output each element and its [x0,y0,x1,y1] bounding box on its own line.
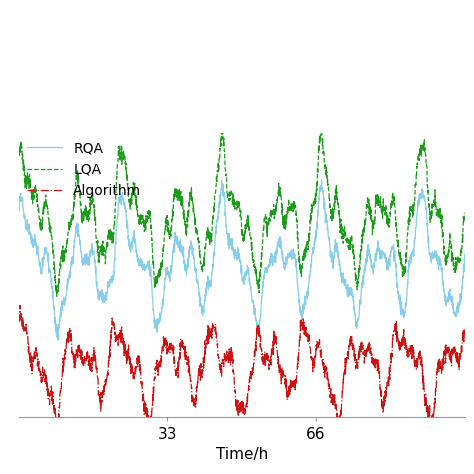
Algorithm [462,332,467,337]
RQA [462,252,467,257]
LQA [462,210,467,216]
Legend: RQA, LQA, Algorithm: RQA, LQA, Algorithm [22,136,147,204]
Algorithm [249,371,255,376]
RQA [319,180,324,185]
LQA [404,248,410,254]
LQA [219,126,224,131]
LQA [249,239,255,245]
X-axis label: Time/h: Time/h [216,447,268,463]
RQA [437,258,442,264]
RQA [249,293,255,299]
Algorithm [404,343,410,349]
LQA [54,293,60,299]
Line: RQA: RQA [19,180,465,340]
Algorithm [16,319,22,325]
Algorithm [319,354,324,360]
LQA [319,129,324,135]
RQA [55,337,61,343]
Algorithm [437,356,442,362]
Algorithm [191,400,197,405]
RQA [191,254,197,260]
LQA [20,157,26,163]
Line: LQA: LQA [19,128,465,296]
RQA [404,295,410,301]
Algorithm [54,431,60,437]
RQA [16,209,22,214]
LQA [191,211,197,217]
Algorithm [17,302,23,308]
LQA [16,149,22,155]
Line: Algorithm: Algorithm [19,305,465,434]
Algorithm [21,329,27,335]
RQA [319,177,324,182]
LQA [437,209,442,215]
RQA [20,208,26,214]
